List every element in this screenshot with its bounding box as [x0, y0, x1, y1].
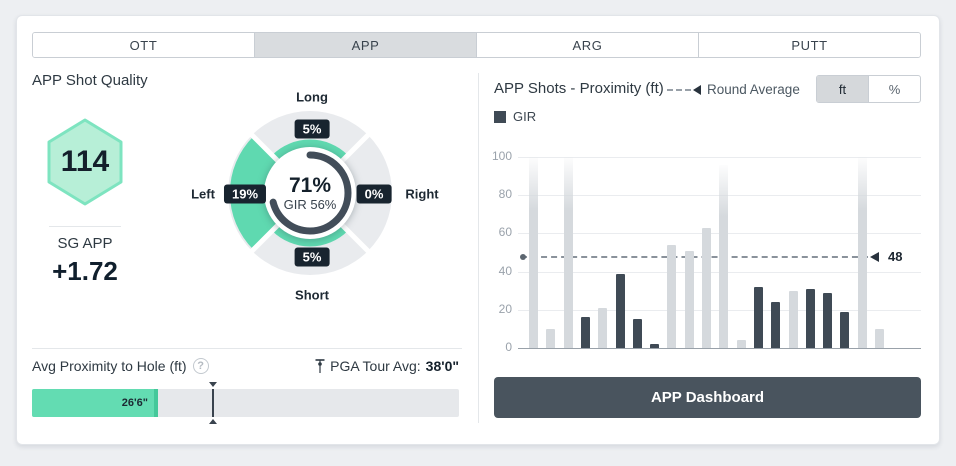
quadrant-label-left: Left: [191, 186, 215, 202]
avg-proximity-value: 26'6": [121, 397, 148, 409]
round-average-value: 48: [888, 249, 903, 265]
quadrant-value-long: [272, 139, 348, 162]
quadrant-divider: [247, 219, 284, 256]
quadrant-badge-right: 0%: [356, 184, 392, 204]
bar: [875, 328, 884, 348]
gir-legend: GIR: [494, 109, 536, 124]
slider-fill-edge: [153, 389, 158, 417]
dashed-line-icon: [667, 88, 691, 91]
bar: [546, 328, 556, 348]
quadrant-badge-long: 5%: [294, 119, 330, 139]
bar-gir: [840, 311, 850, 348]
bar: [719, 164, 729, 348]
unit-toggle: ft %: [816, 75, 921, 103]
bar: [529, 157, 538, 348]
round-average-line: [521, 256, 878, 259]
round-average-legend: Round Average: [667, 82, 800, 97]
bar: [667, 244, 677, 348]
gir-legend-label: GIR: [513, 109, 537, 124]
bar: [684, 250, 694, 348]
slider-fill: 26'6": [32, 389, 158, 417]
quadrant-badge-left: 19%: [223, 184, 267, 204]
bar-gir: [771, 302, 781, 348]
quadrant-label-long: Long: [296, 89, 328, 105]
triangle-left-icon: [693, 84, 701, 95]
quadrant-divider: [247, 130, 284, 167]
gir-percent: GIR 56%: [283, 197, 337, 212]
quality-percent: 71%: [288, 174, 332, 197]
marker-line: [212, 389, 215, 417]
bar-gir: [650, 344, 660, 348]
tab-arg[interactable]: ARG: [477, 33, 699, 57]
shot-quality-title: APP Shot Quality: [32, 72, 148, 89]
unit-percent-button[interactable]: %: [888, 81, 901, 97]
divider: [32, 348, 462, 349]
bar-gir: [615, 273, 625, 348]
bar-gir: [805, 288, 815, 348]
hexagon-icon: [47, 118, 123, 206]
y-tick: 80: [498, 187, 512, 202]
proximity-bar-chart: 48: [518, 157, 921, 349]
pga-tour-avg-label: PGA Tour Avg:: [330, 358, 421, 374]
avg-proximity-label: Avg Proximity to Hole (ft): [32, 358, 187, 374]
round-average-dot-icon: [520, 254, 526, 261]
quality-arc: [268, 151, 352, 235]
gir-swatch-icon: [494, 110, 506, 123]
marker-triangle-down-icon: [209, 382, 218, 387]
unit-ft-button[interactable]: ft: [817, 76, 869, 102]
bar: [702, 227, 711, 348]
app-dashboard-button[interactable]: APP Dashboard: [494, 377, 921, 418]
quadrant-label-short: Short: [295, 287, 329, 303]
bar-gir: [753, 286, 763, 348]
bar: [857, 157, 867, 348]
divider: [478, 73, 479, 423]
dispersion-donut: Long Right Short Left 5% 0% 5% 19% 71% G…: [187, 88, 453, 324]
bar-gir: [632, 319, 642, 348]
quadrant-divider: [336, 130, 373, 167]
x-axis-line: [518, 348, 921, 349]
donut-center-circle: [264, 147, 356, 239]
marker-triangle-up-icon: [209, 419, 218, 424]
bar: [563, 157, 573, 348]
sg-app-value: +1.72: [52, 256, 118, 286]
bar: [736, 340, 746, 348]
quadrant-badge-short: 5%: [294, 247, 330, 267]
shot-quality-hexagon: 114: [46, 118, 124, 206]
y-tick: 40: [498, 263, 512, 278]
y-tick: 20: [498, 301, 512, 316]
divider: [49, 226, 121, 227]
y-tick: 60: [498, 225, 512, 240]
dashboard-card: OTT APP ARG PUTT APP Shot Quality 114 SG…: [16, 15, 940, 445]
pga-tour-avg-value: 38'0": [425, 358, 459, 374]
gridline: [518, 157, 921, 158]
round-average-label: Round Average: [707, 82, 800, 97]
donut-center-stats: 71% GIR 56%: [284, 174, 337, 212]
quadrant-value-short: [272, 224, 348, 247]
bar-gir: [823, 292, 833, 348]
y-axis-labels: 100 80 60 40 20 0: [472, 149, 512, 356]
pga-average-marker: [206, 382, 220, 424]
round-average-arrow-icon: [870, 252, 879, 263]
y-tick: 0: [505, 340, 512, 354]
y-tick: 100: [491, 149, 512, 163]
proximity-chart-title: APP Shots - Proximity (ft): [494, 80, 664, 97]
tab-ott[interactable]: OTT: [33, 33, 255, 57]
quadrant-label-right: Right: [405, 186, 439, 202]
category-tabs: OTT APP ARG PUTT: [32, 32, 921, 58]
quadrant-divider: [336, 219, 373, 256]
bar: [788, 290, 798, 348]
bar: [598, 307, 608, 348]
help-icon[interactable]: ?: [192, 358, 209, 374]
pin-icon: [315, 358, 325, 373]
bar-gir: [580, 317, 590, 348]
sg-app-label: SG APP: [57, 235, 113, 252]
tab-app[interactable]: APP: [255, 33, 477, 57]
tab-putt[interactable]: PUTT: [699, 33, 920, 57]
avg-proximity-slider[interactable]: 26'6": [32, 382, 459, 424]
shot-quality-score: 114: [60, 145, 110, 178]
